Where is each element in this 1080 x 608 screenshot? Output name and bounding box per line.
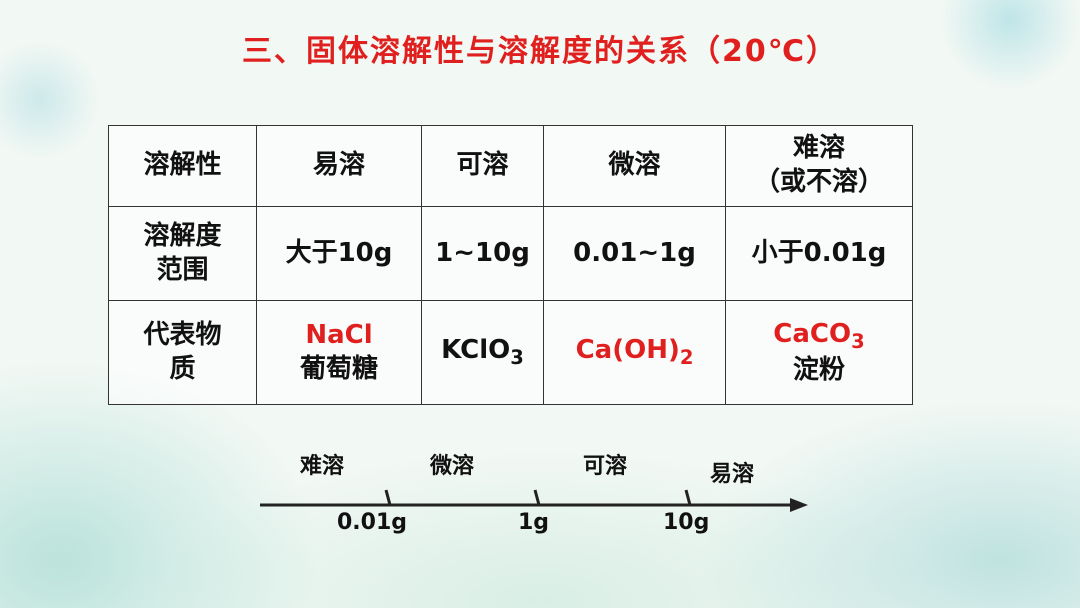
table-cell: KClO3	[421, 300, 544, 405]
table-cell: NaCl 葡萄糖	[256, 300, 422, 405]
cell-line: 溶解性	[143, 150, 222, 181]
mark-label: 10g	[663, 510, 710, 535]
cell-line: 可溶	[456, 150, 509, 181]
cell-line: 0.01~1g	[573, 237, 696, 268]
cell-line: 微溶	[608, 150, 661, 181]
formula: Ca(OH)	[575, 335, 680, 366]
region-label: 可溶	[583, 454, 628, 479]
subscript: 3	[510, 346, 524, 370]
table-cell: 溶解性	[108, 125, 257, 207]
table-cell: 0.01~1g	[543, 206, 726, 301]
formula: KClO	[441, 335, 511, 366]
cell-line: 小于0.01g	[751, 237, 887, 268]
cell-line: CaCO3	[773, 318, 864, 354]
table-cell: 小于0.01g	[725, 206, 913, 301]
cell-line: 质	[169, 353, 196, 384]
cell-line: 易溶	[312, 150, 365, 181]
mark-label: 1g	[518, 510, 550, 535]
cell-line: Ca(OH)2	[576, 334, 694, 370]
region-label: 易溶	[710, 462, 755, 487]
cell-line: 1~10g	[435, 237, 530, 268]
subscript: 3	[851, 329, 865, 353]
cell-line: （或不溶）	[753, 167, 884, 197]
table-cell: Ca(OH)2	[543, 300, 726, 405]
cell-line: 范围	[156, 254, 209, 285]
cell-line: 葡萄糖	[299, 353, 378, 384]
region-label: 难溶	[300, 454, 345, 479]
region-label: 微溶	[430, 454, 475, 479]
table-cell: 难溶 （或不溶）	[725, 125, 913, 207]
title: 三、固体溶解性与溶解度的关系（20℃）	[241, 34, 839, 69]
cell-line: 溶解度	[143, 220, 222, 251]
cell-line: 难溶	[792, 133, 845, 164]
arrow-head	[790, 498, 808, 512]
cell-line: 淀粉	[792, 354, 845, 385]
mark-label: 0.01g	[337, 510, 408, 535]
table-cell: 溶解度 范围	[108, 206, 257, 301]
cell-line: KClO3	[441, 334, 524, 370]
table-cell: 可溶	[421, 125, 544, 207]
cell-line: 代表物	[143, 319, 222, 350]
formula: CaCO	[773, 318, 852, 349]
tick	[384, 489, 392, 506]
table-cell: CaCO3 淀粉	[725, 300, 913, 405]
cell-line: NaCl	[305, 319, 373, 350]
tick	[533, 489, 541, 506]
table-cell: 代表物质	[108, 300, 257, 405]
subscript: 2	[679, 346, 694, 370]
tick	[684, 489, 692, 506]
table-cell: 大于10g	[256, 206, 422, 301]
cell-line: 大于10g	[285, 237, 393, 268]
